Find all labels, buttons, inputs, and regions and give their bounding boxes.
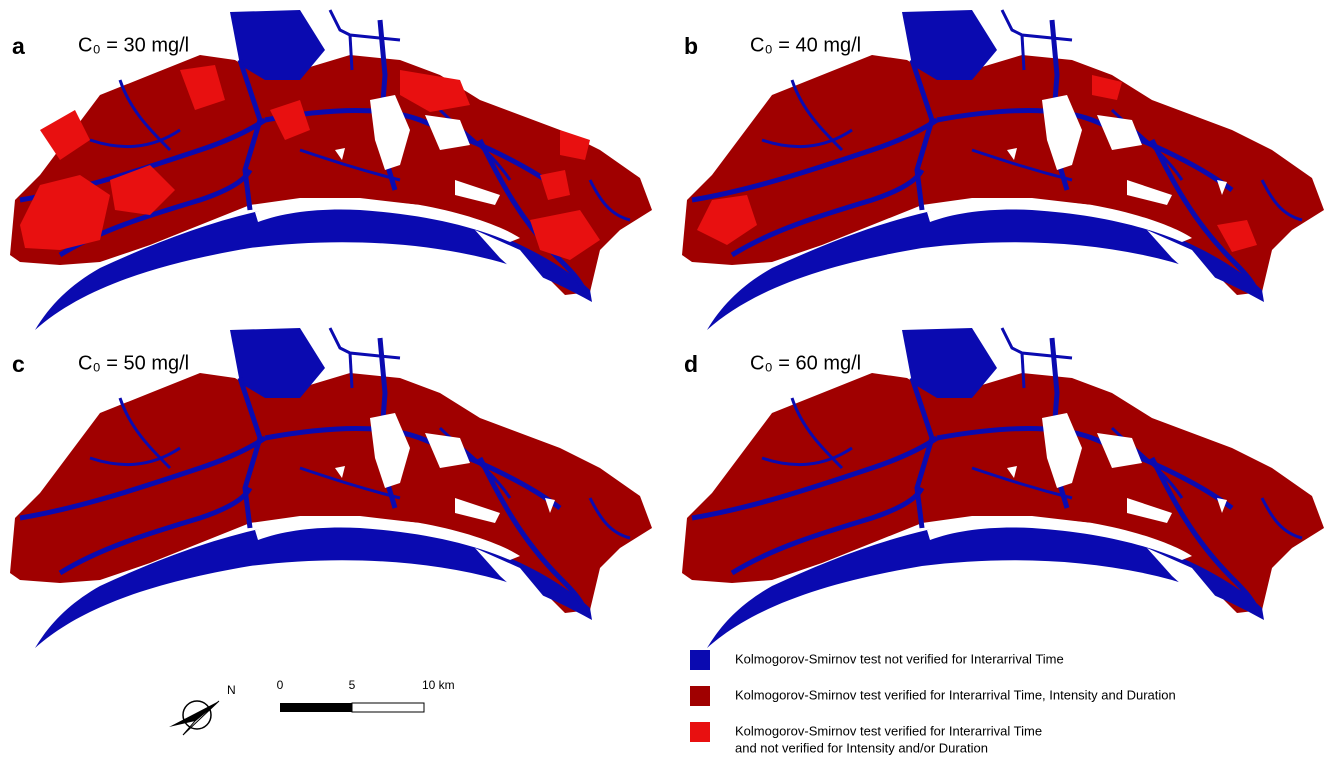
scale-label: 10 km (422, 678, 455, 692)
panel-label: C₀ = 50 mg/l (78, 352, 189, 374)
map-panel: a C₀ = 30 mg/l (10, 10, 652, 330)
panel-letter: d (684, 351, 698, 377)
scale-bar: 0 5 10 km (277, 678, 455, 712)
legend-swatch (690, 650, 710, 670)
lagoon-map (682, 328, 1324, 648)
panel-label: C₀ = 30 mg/l (78, 34, 189, 56)
panels: a C₀ = 30 mg/l b C₀ = 40 mg/l c C₀ = 50 mg/l d… (10, 10, 1324, 648)
lagoon-map (10, 328, 652, 648)
legend-swatch (690, 686, 710, 706)
panel-label: C₀ = 40 mg/l (750, 34, 861, 56)
map-panel: c C₀ = 50 mg/l (10, 328, 652, 648)
map-panel: b C₀ = 40 mg/l (682, 10, 1324, 330)
legend-text: Kolmogorov-Smirnov test not verified for… (735, 651, 1064, 666)
legend: Kolmogorov-Smirnov test not verified for… (690, 650, 1176, 755)
figure: a C₀ = 30 mg/l b C₀ = 40 mg/l c C₀ = 50 mg/l d… (0, 0, 1324, 757)
legend-text: Kolmogorov-Smirnov test verified for Int… (735, 687, 1176, 702)
lagoon-map (10, 10, 652, 330)
lagoon-map (682, 10, 1324, 330)
panel-letter: a (12, 33, 25, 59)
north-arrow: N (169, 683, 236, 735)
scale-segment (352, 703, 424, 712)
scale-label: 5 (349, 678, 356, 692)
scale-label: 0 (277, 678, 284, 692)
panel-label: C₀ = 60 mg/l (750, 352, 861, 374)
scale-segment (280, 703, 352, 712)
legend-swatch (690, 722, 710, 742)
panel-letter: c (12, 351, 25, 377)
north-label: N (227, 683, 236, 697)
legend-text: Kolmogorov-Smirnov test verified for Int… (735, 723, 1042, 738)
panel-letter: b (684, 33, 698, 59)
legend-text: and not verified for Intensity and/or Du… (735, 740, 988, 755)
map-panel: d C₀ = 60 mg/l (682, 328, 1324, 648)
